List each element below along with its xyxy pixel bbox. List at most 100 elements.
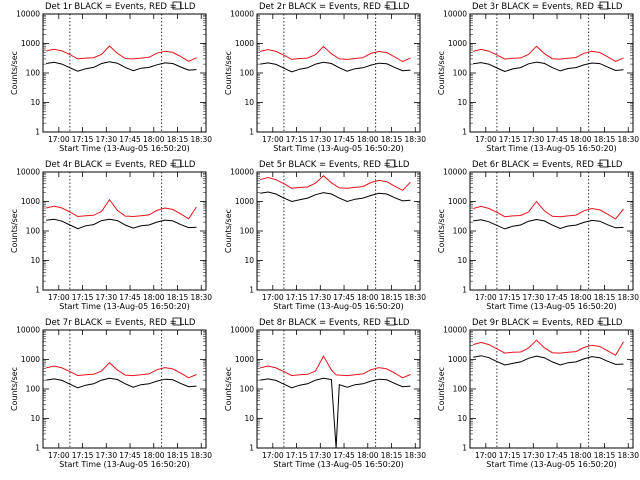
x-tick-label: 18:15 [594,451,616,460]
y-tick-label: 1000 [235,39,254,48]
y-tick-label: 10 [30,256,40,265]
panel-title: Det 6r BLACK = Events, RED = LLD [472,160,623,170]
x-tick-label: 18:30 [617,293,639,302]
x-tick-label: 18:15 [381,293,403,302]
x-axis-label: Start Time (13-Aug-05 16:50:20) [59,302,190,311]
x-tick-label: 17:00 [475,135,497,144]
x-tick-label: 17:30 [95,135,117,144]
panel-2: Det 2r BLACK = Events, RED = LLD 1 10 100 10… [224,1,426,153]
y-axis-label: Counts/sec [437,367,446,411]
y-tick-label: 10 [244,414,254,423]
x-tick-label: 17:45 [546,135,568,144]
y-tick-label: 100 [240,227,255,236]
x-tick-label: 17:15 [72,451,94,460]
y-tick-label: 100 [26,385,41,394]
y-axis-label: Counts/sec [437,51,446,95]
y-tick-label: 1000 [448,39,467,48]
x-tick-label: 17:15 [286,293,308,302]
x-axis-label: Start Time (13-Aug-05 16:50:20) [486,302,617,311]
plot-frame [469,171,634,291]
x-tick-label: 17:00 [262,451,284,460]
panel-6: Det 6r BLACK = Events, RED = LLD 1 10 100 10… [437,159,639,311]
panel-9: Det 9r BLACK = Events, RED = LLD 1 10 100 10… [437,317,639,469]
y-tick-label: 100 [26,69,41,78]
x-tick-label: 18:15 [167,135,189,144]
x-tick-label: 17:15 [499,293,521,302]
x-tick-label: 18:30 [190,135,212,144]
y-tick-label: 10000 [230,326,254,335]
x-tick-label: 17:30 [522,451,544,460]
plot-frame [42,13,207,133]
legend-box [172,159,182,168]
x-tick-label: 17:15 [499,451,521,460]
series-line-events [260,377,411,449]
y-axis-label: Counts/sec [437,209,446,253]
y-tick-label: 1000 [21,355,40,364]
x-tick-label: 18:30 [404,293,426,302]
x-tick-label: 18:00 [143,293,165,302]
x-tick-label: 17:45 [333,135,355,144]
legend-box [386,317,396,326]
y-tick-label: 1 [35,286,40,295]
y-tick-label: 1 [35,128,40,137]
x-axis-label: Start Time (13-Aug-05 16:50:20) [59,144,190,153]
panel-title: Det 2r BLACK = Events, RED = LLD [259,2,410,12]
x-tick-label: 18:00 [143,451,165,460]
x-tick-label: 17:00 [475,451,497,460]
y-axis-label: Counts/sec [224,367,233,411]
x-tick-label: 18:15 [167,451,189,460]
panel-3: Det 3r BLACK = Events, RED = LLD 1 10 100 10… [437,1,639,153]
y-tick-label: 1000 [21,39,40,48]
x-axis-label: Start Time (13-Aug-05 16:50:20) [486,460,617,469]
x-tick-label: 18:30 [617,135,639,144]
y-tick-label: 10000 [443,10,467,19]
x-tick-label: 17:45 [333,293,355,302]
x-tick-label: 18:00 [357,451,379,460]
panel-title: Det 1r BLACK = Events, RED = LLD [45,2,196,12]
y-tick-label: 10000 [16,326,40,335]
x-tick-label: 18:00 [570,135,592,144]
y-tick-label: 1 [249,444,254,453]
x-tick-label: 17:45 [119,451,141,460]
y-tick-label: 10 [244,256,254,265]
plot-frame [469,13,634,133]
panel-5: Det 5r BLACK = Events, RED = LLD 1 10 100 10… [224,159,426,311]
panel-title: Det 3r BLACK = Events, RED = LLD [472,2,623,12]
y-tick-label: 10000 [230,168,254,177]
x-tick-label: 17:45 [119,135,141,144]
panel-title: Det 4r BLACK = Events, RED = LLD [45,160,196,170]
y-tick-label: 1 [462,286,467,295]
series-line-events [473,218,624,230]
x-tick-label: 18:30 [404,135,426,144]
y-axis-label: Counts/sec [10,209,19,253]
legend-box [386,1,396,10]
x-tick-label: 17:15 [72,135,94,144]
plot-frame [256,329,421,449]
y-tick-label: 100 [453,227,468,236]
plot-frame [42,329,207,449]
x-tick-label: 18:15 [594,135,616,144]
y-tick-label: 1 [35,444,40,453]
x-tick-label: 18:00 [570,293,592,302]
panel-1: Det 1r BLACK = Events, RED = LLD 1 10 100 10… [10,1,212,153]
x-tick-label: 17:00 [48,451,70,460]
x-axis-label: Start Time (13-Aug-05 16:50:20) [273,302,404,311]
x-tick-label: 17:30 [95,293,117,302]
y-tick-label: 10 [457,256,467,265]
y-tick-label: 1 [462,128,467,137]
y-tick-label: 10 [457,98,467,107]
series-line-events [473,355,624,366]
y-axis-label: Counts/sec [224,209,233,253]
plot-frame [42,171,207,291]
x-tick-label: 17:30 [309,135,331,144]
series-line-lld [260,355,411,379]
series-line-lld [260,45,411,63]
x-tick-label: 18:15 [381,451,403,460]
panel-title: Det 9r BLACK = Events, RED = LLD [472,318,623,328]
plot-frame [256,13,421,133]
x-axis-label: Start Time (13-Aug-05 16:50:20) [59,460,190,469]
y-tick-label: 10 [457,414,467,423]
y-tick-label: 1 [249,286,254,295]
x-tick-label: 18:15 [594,293,616,302]
